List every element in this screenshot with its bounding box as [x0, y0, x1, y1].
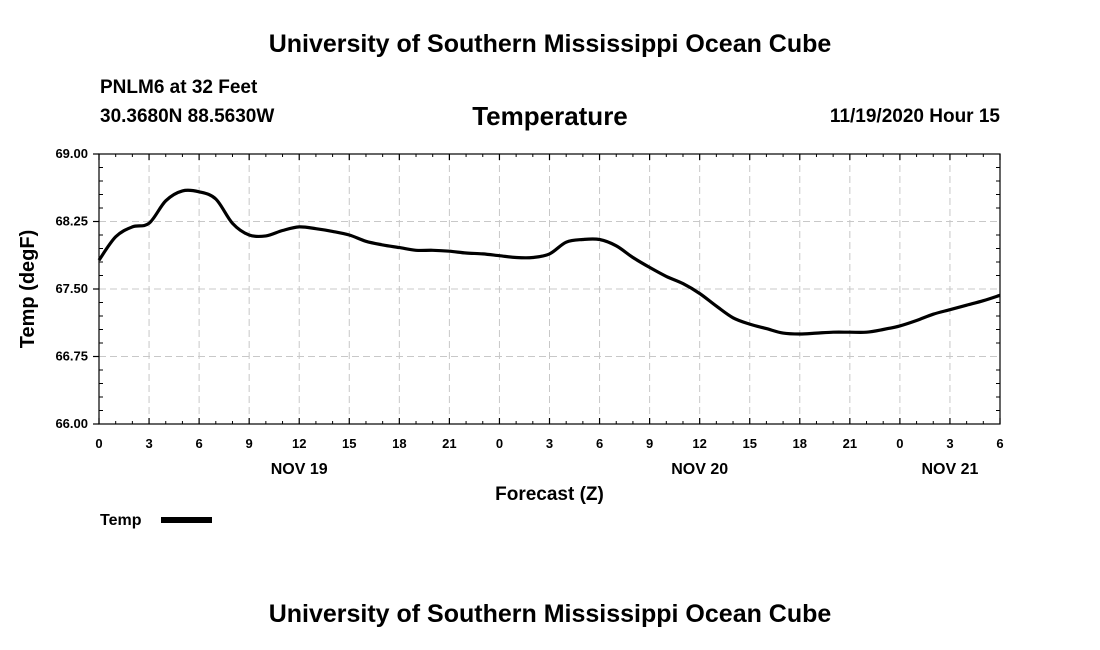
- plot-frame: [98, 153, 1001, 425]
- y-tick-label: 67.50: [55, 281, 88, 296]
- x-tick-label: 18: [392, 436, 406, 451]
- y-tick-label: 66.75: [55, 349, 88, 364]
- temp-series-line: [97, 188, 1001, 336]
- x-tick-label: 9: [246, 436, 253, 451]
- x-tick-label: 15: [742, 436, 756, 451]
- x-tick-label: 3: [546, 436, 553, 451]
- x-tick-label: 21: [442, 436, 456, 451]
- y-tick-label: 69.00: [55, 146, 88, 161]
- x-tick-label: 0: [95, 436, 102, 451]
- x-tick-label: 6: [195, 436, 202, 451]
- chart-title: Temperature: [472, 101, 628, 131]
- footer-title: University of Southern Mississippi Ocean…: [268, 600, 832, 628]
- legend-label: Temp: [100, 512, 142, 529]
- x-tick-label: 0: [496, 436, 503, 451]
- x-tick-label: 15: [342, 436, 356, 451]
- x-tick-label: 9: [646, 436, 653, 451]
- timestamp-label: 11/19/2020 Hour 15: [829, 106, 1000, 127]
- x-tick-label: 12: [292, 436, 306, 451]
- coordinates-label: 30.3680N 88.5630W: [100, 106, 275, 127]
- grid-lines: [99, 154, 1000, 424]
- x-tick-label: 3: [145, 436, 152, 451]
- y-tick-label: 68.25: [55, 214, 88, 229]
- x-tick-label: 0: [896, 436, 903, 451]
- x-tick-label: 12: [692, 436, 706, 451]
- date-label: NOV 20: [671, 461, 728, 478]
- y-axis-title: Temp (degF): [17, 230, 39, 349]
- station-label: PNLM6 at 32 Feet: [100, 77, 258, 98]
- x-axis-title: Forecast (Z): [495, 484, 604, 505]
- x-tick-label: 3: [946, 436, 953, 451]
- date-label: NOV 21: [921, 461, 978, 478]
- x-tick-label: 18: [793, 436, 807, 451]
- x-tick-label: 6: [596, 436, 603, 451]
- page-title: University of Southern Mississippi Ocean…: [268, 30, 832, 58]
- x-tick-label: 21: [843, 436, 857, 451]
- x-tick-label: 6: [996, 436, 1003, 451]
- axis-labels: 66.00 66.75 67.50 68.25 69.00 0 3 6 9 12 15 18 21 0 3 6…: [55, 146, 1003, 478]
- date-label: NOV 19: [271, 461, 328, 478]
- y-tick-label: 66.00: [55, 416, 88, 431]
